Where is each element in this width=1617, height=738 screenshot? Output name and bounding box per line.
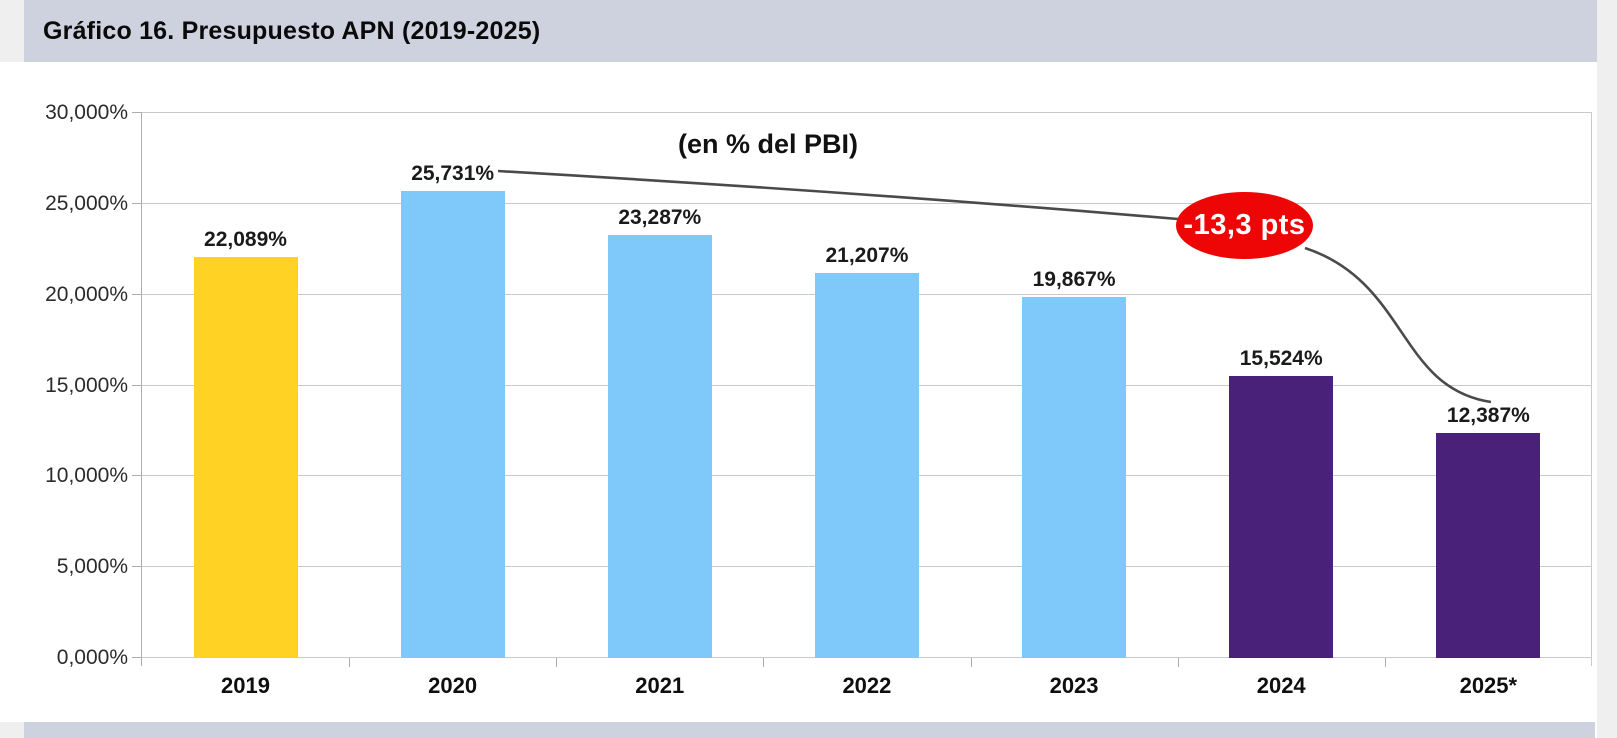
x-axis-label: 2024	[1256, 673, 1306, 698]
y-axis-tick-label: 0,000%	[56, 646, 128, 669]
bar-value-label: 12,387%	[1446, 403, 1530, 427]
bar-value-label: 22,089%	[204, 227, 287, 251]
y-axis-tick	[132, 202, 142, 204]
plot-area: 22,089% 2019 25,731% 2020 23,287% 2021 21,207%…	[132, 112, 1592, 698]
x-axis-label: 2021	[635, 673, 685, 698]
x-axis-tick	[1177, 658, 1179, 667]
bar-value-label: 25,731%	[411, 161, 495, 185]
annotation-bubble-label: -13,3 pts	[1183, 209, 1306, 241]
bar-2022	[815, 272, 919, 658]
bar-2021	[607, 234, 712, 658]
page-bottom-band	[24, 722, 1595, 738]
y-axis-tick	[132, 384, 142, 386]
x-axis-label: 2022	[842, 673, 892, 698]
x-axis-tick	[556, 658, 558, 667]
y-axis-tick-label: 10,000%	[45, 464, 128, 488]
page-edge-left-bottom	[0, 722, 24, 738]
y-axis-tick-label: 25,000%	[45, 191, 128, 215]
x-axis-tick	[763, 658, 765, 667]
chart-title: Gráfico 16. Presupuesto APN (2019-2025)	[43, 16, 541, 45]
y-axis-tick-label: 5,000%	[56, 555, 128, 579]
y-axis-tick-label: 20,000%	[45, 282, 128, 306]
gridline	[142, 112, 1592, 113]
bar-2025*	[1436, 432, 1541, 658]
chart-subtitle: (en % del PBI)	[677, 129, 859, 159]
annotation-bubble: -13,3 pts	[1176, 192, 1313, 259]
x-axis-label: 2019	[221, 673, 270, 698]
y-axis-tick	[132, 657, 142, 658]
x-axis-tick	[349, 658, 351, 667]
bar-2019	[193, 256, 298, 658]
bar-value-label: 23,287%	[618, 205, 702, 229]
y-axis-tick	[132, 112, 142, 113]
chart-header-band: Gráfico 16. Presupuesto APN (2019-2025)	[24, 0, 1597, 62]
bar-2023	[1022, 297, 1127, 658]
bar-2020	[400, 190, 505, 658]
bar-value-label: 21,207%	[825, 243, 909, 267]
page-edge-right	[1597, 0, 1617, 738]
x-axis-label: 2020	[428, 673, 478, 698]
y-axis-tick	[132, 566, 142, 568]
page-edge-left-top	[0, 0, 24, 62]
plot-right-border	[1591, 113, 1592, 666]
x-axis-label: 2023	[1049, 673, 1099, 698]
y-axis: 0,000% 5,000% 10,000% 15,000% 20,000% 25,000%…	[0, 102, 128, 669]
bar-2024	[1229, 375, 1334, 658]
y-axis-tick	[132, 293, 142, 295]
bar-value-label: 15,524%	[1239, 346, 1323, 370]
y-axis-tick	[132, 475, 142, 477]
y-axis-tick-label: 15,000%	[45, 373, 128, 397]
y-axis-tick-label: 30,000%	[45, 101, 128, 124]
x-axis-tick	[1384, 658, 1386, 667]
x-axis-label: 2025*	[1459, 673, 1518, 698]
x-axis-tick	[970, 658, 972, 667]
bar-value-label: 19,867%	[1032, 268, 1116, 292]
gridline	[142, 202, 1592, 204]
y-axis-line	[141, 113, 142, 666]
